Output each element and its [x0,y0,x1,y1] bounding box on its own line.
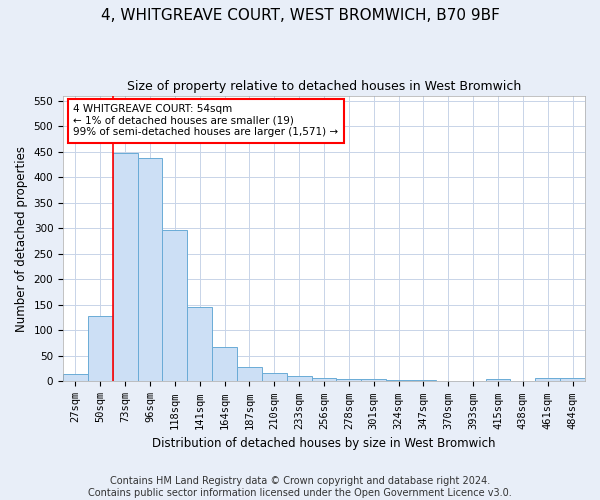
Bar [386,380,411,382]
Bar [88,316,113,382]
Text: 4 WHITGREAVE COURT: 54sqm
← 1% of detached houses are smaller (19)
99% of semi-d: 4 WHITGREAVE COURT: 54sqm ← 1% of detach… [73,104,338,138]
Bar [287,376,311,382]
Bar [485,380,511,382]
Bar [411,380,436,382]
Bar [337,379,361,382]
Text: 4, WHITGREAVE COURT, WEST BROMWICH, B70 9BF: 4, WHITGREAVE COURT, WEST BROMWICH, B70 … [101,8,499,22]
Text: Contains HM Land Registry data © Crown copyright and database right 2024.
Contai: Contains HM Land Registry data © Crown c… [88,476,512,498]
Bar [461,381,485,382]
Bar [237,366,262,382]
Bar [535,378,560,382]
Y-axis label: Number of detached properties: Number of detached properties [15,146,28,332]
Bar [113,152,137,382]
Bar [511,381,535,382]
Bar [560,378,585,382]
Bar [262,374,287,382]
X-axis label: Distribution of detached houses by size in West Bromwich: Distribution of detached houses by size … [152,437,496,450]
Bar [311,378,337,382]
Bar [436,381,461,382]
Bar [63,374,88,382]
Bar [163,230,187,382]
Bar [212,346,237,382]
Title: Size of property relative to detached houses in West Bromwich: Size of property relative to detached ho… [127,80,521,93]
Bar [137,158,163,382]
Bar [187,308,212,382]
Bar [361,380,386,382]
